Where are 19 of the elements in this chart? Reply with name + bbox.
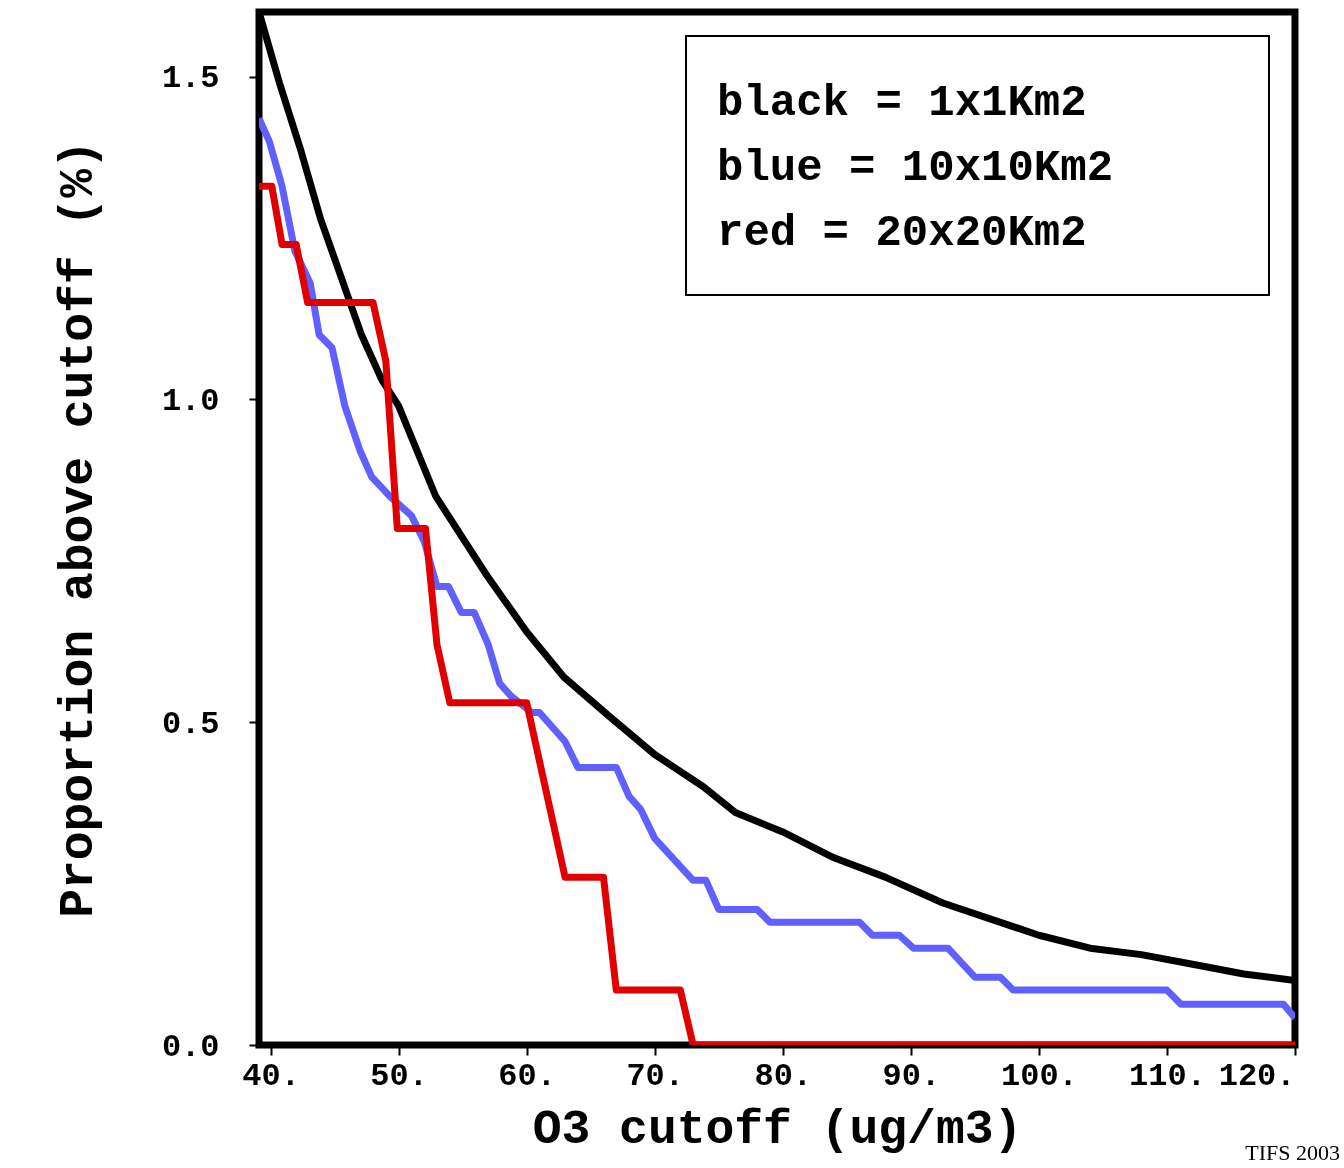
y-tick-label: 1.0 [161,382,220,420]
annotation: blue = 10x10Km2 [717,143,1114,193]
x-axis-title: O3 cutoff (ug/m3) [532,1102,1023,1157]
x-tick-label: 50. [370,1057,428,1095]
y-axis-title: Proportion above cutoff (%) [51,140,106,918]
x-tick-label: 40. [242,1057,300,1095]
annotation: black = 1x1Km2 [717,78,1087,128]
x-tick-label: 90. [882,1057,941,1095]
x-tick-label: 110. [1129,1057,1206,1095]
x-tick-label: 70. [626,1057,685,1095]
x-tick-label: 60. [498,1057,556,1095]
x-tick-label: 100. [1000,1057,1078,1095]
y-tick-label: 0.5 [161,705,220,743]
y-tick-label: 0.0 [161,1028,220,1066]
text: TIFS 2003 [1245,1140,1340,1165]
x-tick-label: 120. [1218,1057,1296,1095]
y-tick-label: 1.5 [161,60,220,98]
annotation: red = 20x20Km2 [717,208,1087,258]
x-tick-label: 80. [754,1057,813,1095]
